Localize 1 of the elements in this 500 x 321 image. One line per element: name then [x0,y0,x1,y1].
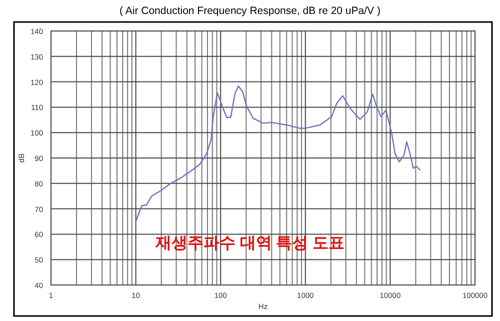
chart-title: ( Air Conduction Frequency Response, dB re 20 uPa/V ) [120,5,380,17]
